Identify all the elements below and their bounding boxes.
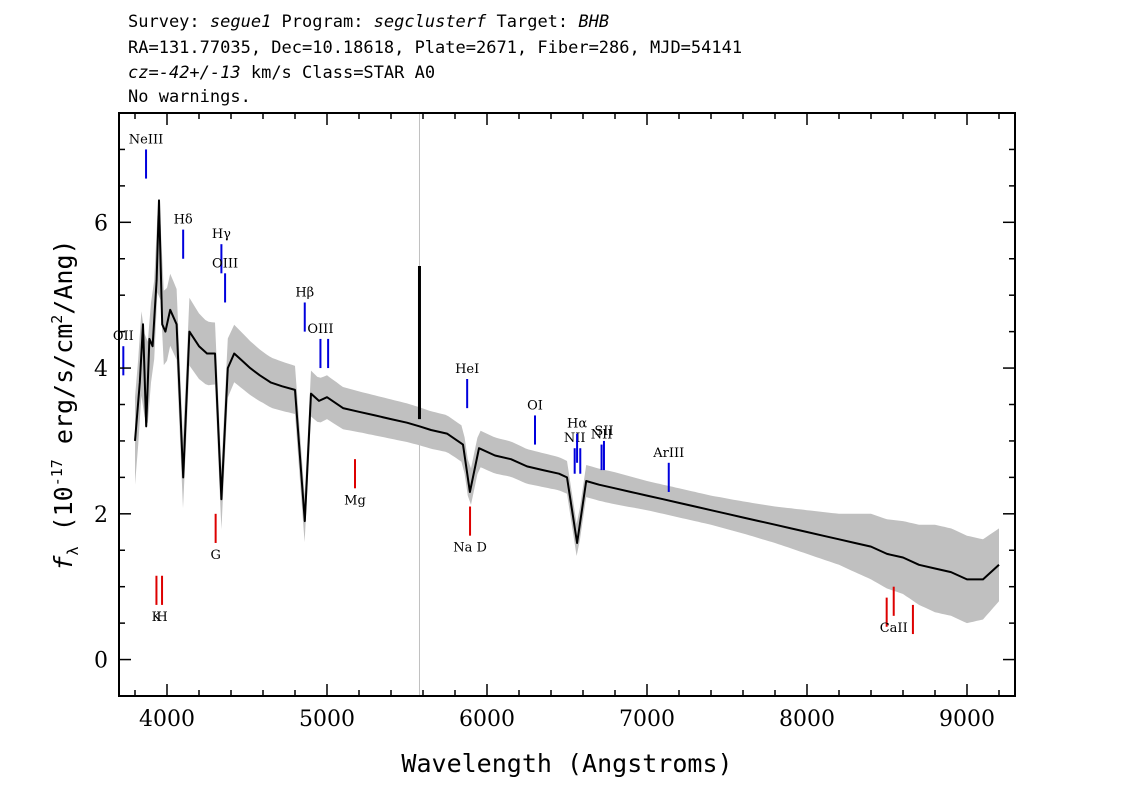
emission-line-1-label: NeIII: [129, 132, 163, 147]
absorption-line-0-label: K: [152, 610, 162, 625]
emission-line-13-label: NII: [591, 428, 613, 443]
x-tick-label: 6000: [459, 707, 515, 732]
error-band-area: [135, 215, 999, 624]
plot-frame: [118, 112, 1016, 697]
y-axis-title: fλ (10-17 erg/s/cm2/Ang): [48, 239, 82, 570]
header-line-2: RA=131.77035, Dec=10.18618, Plate=2671, …: [128, 38, 743, 58]
emission-line-15-label: ArIII: [652, 446, 684, 461]
header-line-4: No warnings.: [128, 87, 251, 107]
spectral-line-markers: OIINeIIIHδHγOIIIHβOIIIHeIOINIIHαNIISIIAr…: [113, 132, 914, 636]
x-tick-label: 7000: [619, 707, 675, 732]
error-band: [135, 215, 999, 624]
y-tick-label: 4: [94, 357, 108, 382]
header-line-3: cz=-42+/-13 km/s Class=STAR A0: [128, 63, 435, 83]
emission-line-6-label: OIII: [307, 322, 333, 337]
x-tick-label: 8000: [779, 707, 835, 732]
absorption-line-6-label: CaII: [880, 621, 908, 636]
axis-ticks: 4000 5000 6000 7000 8000 9000 0 2 4 6: [94, 112, 1015, 732]
program-value: segclusterf: [373, 12, 487, 32]
x-axis-title: Wavelength (Angstroms): [401, 749, 732, 778]
absorption-line-1-label: H: [156, 610, 167, 625]
class-text: km/s Class=STAR A0: [240, 63, 436, 83]
emission-line-8-label: HeI: [455, 362, 479, 377]
emission-line-4-label: OIII: [212, 256, 238, 271]
absorption-line-4-label: Na D: [453, 541, 487, 556]
survey-value: segue1: [209, 12, 272, 32]
header-line-1: Survey: segue1 Program: segclusterf Targ…: [128, 12, 609, 32]
x-tick-label: 4000: [139, 707, 195, 732]
emission-line-9-label: OI: [527, 398, 543, 413]
cz-value: -42+/-13: [158, 63, 241, 83]
y-tick-label: 2: [94, 503, 108, 528]
x-tick-label: 5000: [299, 707, 355, 732]
target-value: BHB: [578, 12, 610, 32]
x-tick-label: 9000: [939, 707, 995, 732]
y-tick-label: 6: [94, 211, 108, 236]
target-label: Target:: [486, 12, 579, 32]
flux-line: [134, 199, 1000, 581]
y-tick-label: 0: [94, 649, 108, 674]
cz-label: cz=: [128, 63, 159, 83]
emission-line-2-label: Hδ: [174, 213, 193, 228]
absorption-line-2-label: G: [210, 548, 220, 563]
survey-label: Survey:: [128, 12, 210, 32]
emission-line-14-label: SII: [594, 424, 613, 439]
emission-line-11-label: Hα: [567, 417, 587, 432]
emission-line-3-label: Hγ: [212, 227, 231, 242]
flux-series: [134, 199, 1000, 581]
program-label: Program:: [271, 12, 374, 32]
emission-line-5-label: Hβ: [295, 285, 314, 300]
absorption-line-3-label: Mg: [344, 493, 366, 508]
emission-line-10-label: NII: [564, 431, 586, 446]
